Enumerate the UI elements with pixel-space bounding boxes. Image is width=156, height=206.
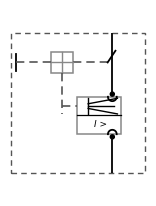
Circle shape <box>110 92 114 96</box>
Text: I >: I > <box>94 120 107 129</box>
Bar <box>51 52 73 73</box>
Bar <box>77 97 121 134</box>
Circle shape <box>110 135 114 139</box>
Bar <box>11 33 145 173</box>
